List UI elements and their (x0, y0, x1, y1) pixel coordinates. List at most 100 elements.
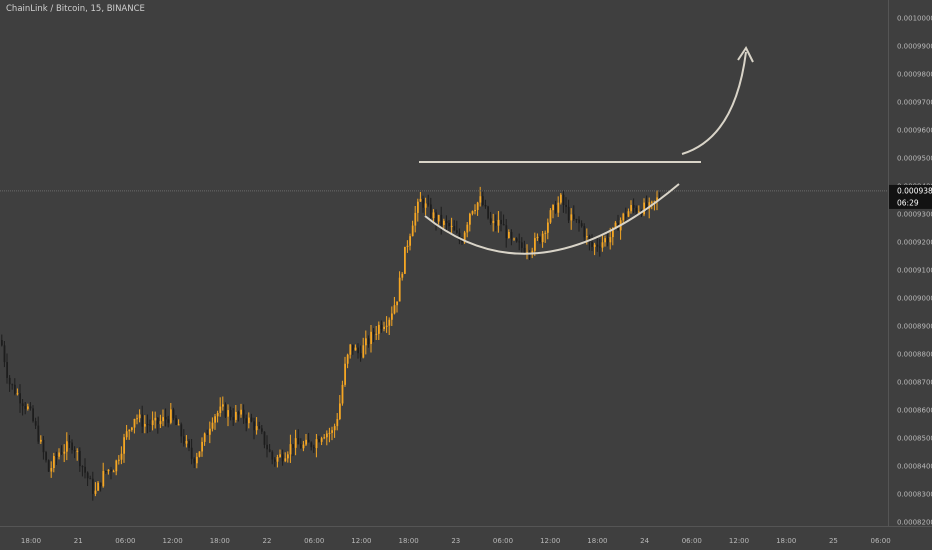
candle-body (266, 444, 268, 450)
candle-body (414, 212, 417, 226)
candle-body (138, 414, 141, 419)
candle-body (237, 411, 240, 415)
candle-body (242, 409, 245, 419)
candle-body (578, 219, 580, 224)
candles-layer (1, 186, 661, 501)
candle-body (497, 219, 500, 226)
candle-body (274, 459, 276, 462)
candle-body (359, 353, 362, 358)
candle-body (591, 242, 593, 247)
candle-body (583, 226, 586, 238)
candle-body (180, 424, 183, 437)
candle-body (401, 273, 404, 278)
candle-body (149, 424, 151, 426)
candle-body (461, 240, 463, 243)
breakout-arrow[interactable] (681, 51, 747, 155)
candle-body (393, 305, 396, 314)
candle-body (458, 232, 461, 241)
candle-body (206, 433, 209, 435)
price-tick-label: 0.00084000 (897, 463, 932, 471)
time-tick-label: 12:00 (163, 537, 183, 545)
candle-body (554, 204, 557, 213)
candle-body (222, 404, 224, 407)
time-tick-label: 18:00 (210, 537, 230, 545)
candle-body (575, 219, 578, 221)
candle-body (320, 438, 323, 442)
candle-body (518, 241, 521, 243)
candle-body (141, 414, 144, 427)
candle-body (365, 338, 367, 346)
candle-body (500, 219, 502, 225)
candle-body (258, 426, 261, 429)
candle-body (544, 232, 547, 234)
candle-body (110, 469, 112, 472)
candle-body (505, 225, 508, 239)
time-tick-label: 18:00 (399, 537, 419, 545)
candle-body (99, 482, 102, 487)
cup-curve[interactable] (424, 183, 680, 255)
candle-body (658, 197, 661, 199)
price-tick-label: 0.00087000 (897, 379, 932, 387)
candle-body (131, 427, 133, 430)
candle-body (651, 201, 653, 203)
candle-body (159, 421, 162, 425)
candle-body (388, 319, 391, 326)
candle-body (58, 452, 60, 457)
candle-body (601, 242, 604, 248)
candle-body (86, 472, 89, 479)
time-tick-label: 23 (451, 537, 460, 545)
candle-body (14, 384, 16, 394)
candle-body (42, 439, 45, 453)
candle-body (29, 406, 32, 409)
candle-body (8, 377, 11, 385)
candle-body (261, 428, 263, 432)
candle-body (567, 206, 570, 221)
time-tick-label: 06:00 (304, 537, 324, 545)
candle-body (107, 469, 110, 472)
candle-body (32, 408, 34, 422)
candle-body (622, 213, 625, 221)
time-tick-label: 18:00 (587, 537, 607, 545)
candle-body (175, 418, 177, 425)
candle-body (190, 447, 193, 459)
candle-body (19, 393, 21, 404)
candle-body (573, 214, 575, 220)
candle-body (362, 345, 365, 358)
candle-body (586, 236, 588, 238)
price-tick-label: 0.00093000 (897, 211, 932, 219)
candle-body (336, 419, 339, 427)
price-tick-label: 0.00085000 (897, 435, 932, 443)
candle-body (289, 444, 292, 455)
candle-body (255, 426, 258, 431)
candle-body (245, 418, 248, 424)
candle-body (323, 437, 326, 439)
candle-body (89, 478, 92, 480)
candle-body (383, 326, 385, 329)
candle-body (440, 214, 443, 225)
candle-body (63, 451, 66, 454)
candle-body (645, 202, 648, 209)
candle-body (367, 338, 370, 344)
candle-body (549, 210, 552, 223)
candle-body (417, 201, 419, 213)
candle-body (450, 225, 453, 227)
candle-body (375, 333, 378, 335)
candle-body (162, 417, 164, 422)
candle-body (432, 212, 435, 219)
candle-body (484, 205, 487, 207)
candle-body (466, 224, 469, 233)
arrowhead[interactable] (737, 46, 754, 63)
price-tick-label: 0.00089000 (897, 323, 932, 331)
price-tick-label: 0.00100000 (897, 15, 932, 23)
candle-body (185, 440, 188, 444)
candle-body (118, 459, 120, 461)
candle-body (115, 460, 118, 472)
price-tick-label: 0.00091000 (897, 267, 932, 275)
candle-body (45, 452, 47, 461)
candle-body (565, 204, 567, 207)
candle-body (404, 246, 406, 274)
candle-body (157, 417, 159, 425)
candle-body (79, 450, 81, 467)
candle-body (71, 442, 73, 451)
